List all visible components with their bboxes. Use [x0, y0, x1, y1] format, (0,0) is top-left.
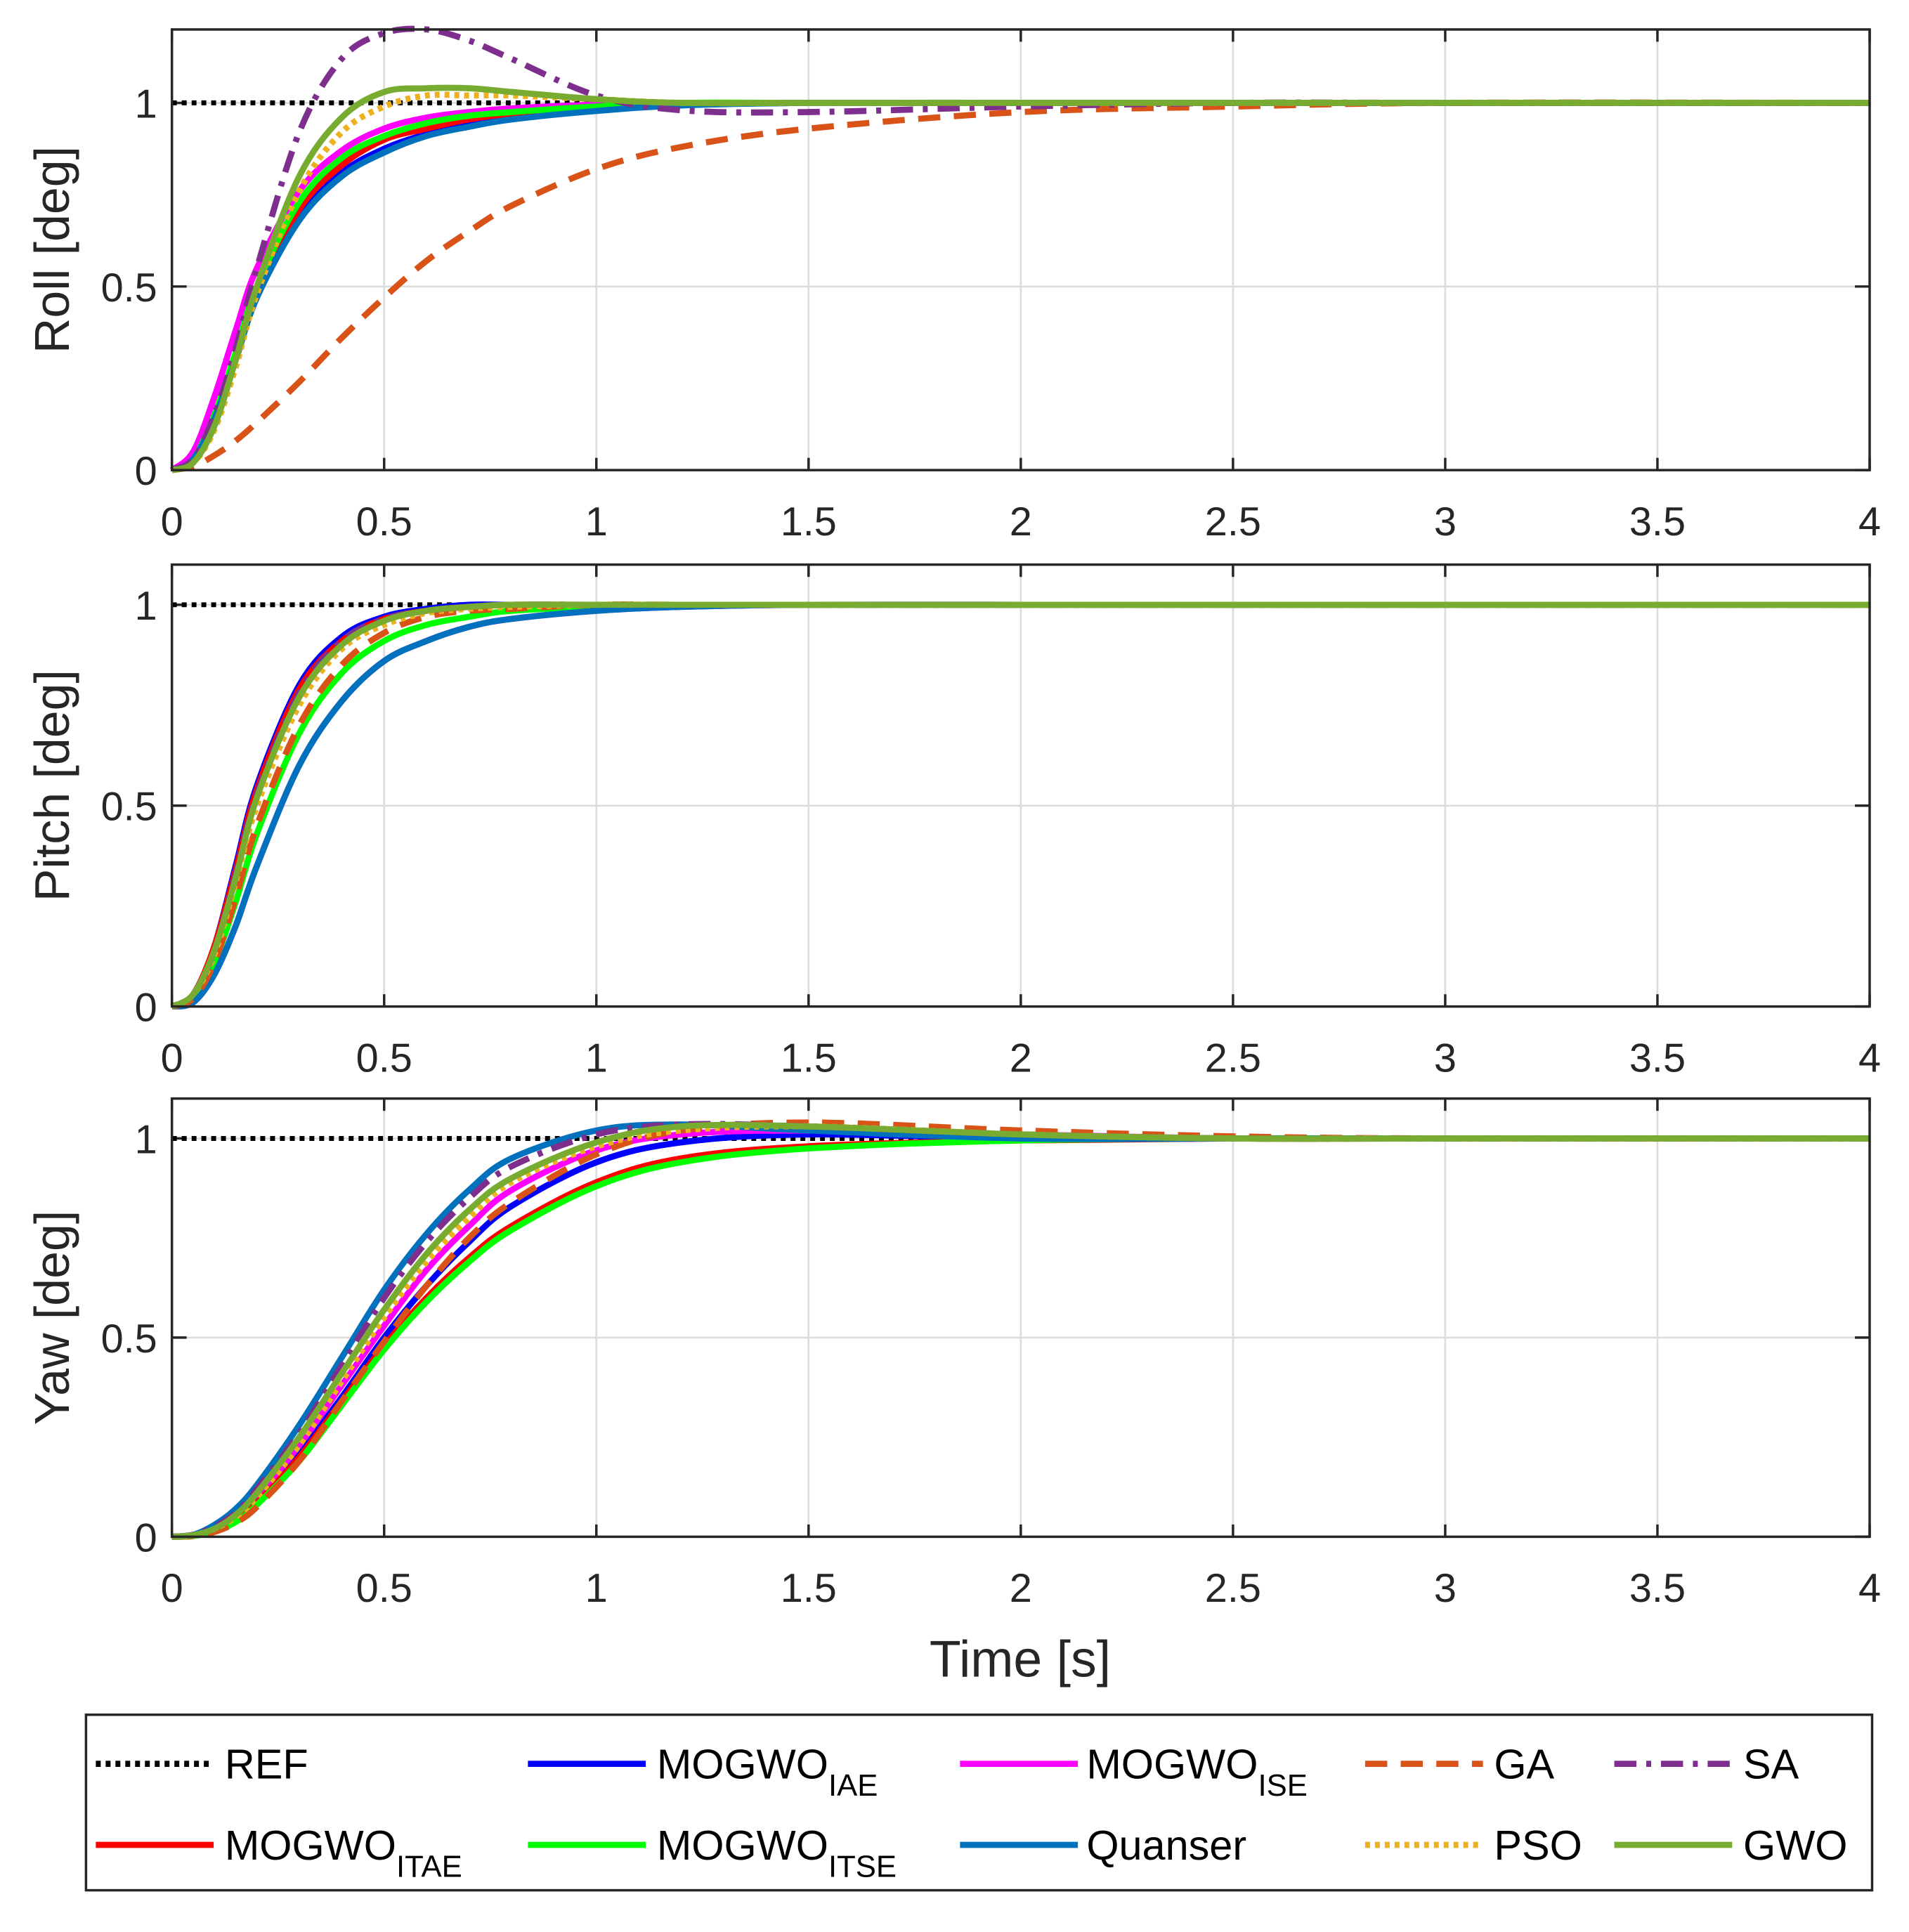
legend-item-REF: REF [96, 1741, 308, 1788]
legend-item-GWO: GWO [1614, 1822, 1847, 1869]
legend-label-main: GWO [1743, 1822, 1847, 1869]
legend-label: MOGWOITSE [657, 1822, 897, 1884]
x-tick-label: 3.5 [1629, 500, 1686, 544]
y-tick-label: 0.5 [101, 1317, 157, 1362]
x-tick-label: 2 [1010, 1566, 1032, 1611]
y-tick-label: 1 [135, 1117, 157, 1162]
x-tick-label: 0.5 [356, 1036, 412, 1081]
legend-item-GA: GA [1364, 1741, 1555, 1788]
x-tick-label: 1.5 [781, 1566, 837, 1611]
legend-label: REF [225, 1741, 308, 1788]
series-GWO-roll [171, 84, 1870, 474]
x-tick-label: 2 [1010, 1036, 1032, 1081]
axes-frame [170, 1097, 1871, 1539]
series-GWO-pitch [170, 601, 1870, 1010]
y-tick-label: 1 [135, 81, 157, 126]
legend-label-main: MOGWO [1086, 1741, 1258, 1788]
legend-label-main: SA [1743, 1741, 1799, 1788]
y-tick-label: 0.5 [101, 266, 157, 311]
y-tick-label: 0 [135, 449, 157, 494]
legend-label-main: GA [1494, 1741, 1554, 1788]
x-tick-label: 1.5 [781, 1036, 837, 1081]
x-tick-label: 4 [1858, 500, 1881, 544]
legend-label: PSO [1494, 1822, 1582, 1869]
legend-label: GA [1494, 1741, 1554, 1788]
legend-label-main: Quanser [1086, 1822, 1246, 1869]
y-tick-label: 0 [135, 1515, 157, 1560]
x-tick-label: 3.5 [1629, 1566, 1686, 1611]
x-tick-label: 0.5 [356, 1566, 412, 1611]
axes-frame [170, 563, 1871, 1008]
x-tick-label: 4 [1858, 1566, 1881, 1611]
x-tick-label: 0 [161, 1566, 183, 1611]
panel-yaw: 0 0.5 1 1.5 2 2.5 3 3.5 4 0 0.5 1 Yaw [deg] [25, 1097, 1881, 1611]
series-GWO-yaw [171, 1121, 1870, 1540]
legend-label-main: MOGWO [657, 1822, 828, 1869]
legend-label: GWO [1743, 1822, 1847, 1869]
legend-item-ITAE: MOGWOITAE [96, 1822, 462, 1884]
legend-label-main: REF [225, 1741, 308, 1788]
y-tick-label: 0.5 [101, 785, 157, 830]
x-tick-label: 3 [1434, 500, 1457, 544]
x-tick-label: 1 [585, 1036, 608, 1081]
y-axis-label-yaw: Yaw [deg] [25, 1210, 79, 1425]
legend-label: MOGWOISE [1086, 1741, 1308, 1803]
x-axis-label: Time [s] [930, 1631, 1111, 1688]
legend-label-subscript: ITSE [828, 1849, 897, 1884]
legend-item-Quanser: Quanser [960, 1822, 1246, 1869]
x-tick-label: 3 [1434, 1036, 1457, 1081]
panel-pitch: 0 0.5 1 1.5 2 2.5 3 3.5 4 0 0.5 1 Pitch [deg] [25, 563, 1881, 1081]
legend-label: MOGWOIAE [657, 1741, 878, 1803]
x-tick-label: 2 [1010, 500, 1032, 544]
panel-roll: 0 0.5 1 1.5 2 2.5 3 3.5 4 0 0.5 1 Roll [deg] [25, 25, 1881, 544]
legend-label-main: PSO [1494, 1822, 1582, 1869]
x-tick-label: 1.5 [781, 500, 837, 544]
axes-frame [170, 28, 1871, 471]
x-tick-label: 0 [161, 1036, 183, 1081]
legend-item-SA: SA [1614, 1741, 1799, 1788]
legend-box [84, 1714, 1874, 1892]
legend-label-subscript: IAE [828, 1768, 878, 1803]
legend-label-subscript: ITAE [396, 1849, 462, 1884]
legend-item-ITSE: MOGWOITSE [528, 1822, 897, 1884]
x-tick-label: 4 [1858, 1036, 1881, 1081]
x-tick-label: 2.5 [1205, 500, 1261, 544]
legend-item-ISE: MOGWOISE [960, 1741, 1308, 1803]
x-tick-label: 3 [1434, 1566, 1457, 1611]
legend-label: SA [1743, 1741, 1799, 1788]
y-axis-label-pitch: Pitch [deg] [25, 670, 79, 901]
legend-label-subscript: ISE [1258, 1768, 1307, 1803]
legend-item-PSO: PSO [1364, 1822, 1582, 1869]
x-tick-label: 1 [585, 1566, 608, 1611]
legend-label: Quanser [1086, 1822, 1246, 1869]
legend-label-main: MOGWO [225, 1822, 396, 1869]
x-tick-label: 3.5 [1629, 1036, 1686, 1081]
y-axis-label-roll: Roll [deg] [25, 146, 79, 353]
x-tick-label: 2.5 [1205, 1566, 1261, 1611]
legend-label-main: MOGWO [657, 1741, 828, 1788]
y-tick-label: 1 [135, 584, 157, 629]
x-tick-label: 0.5 [356, 500, 412, 544]
legend-label: MOGWOITAE [225, 1822, 462, 1884]
x-tick-label: 1 [585, 500, 608, 544]
legend-item-IAE: MOGWOIAE [528, 1741, 878, 1803]
y-tick-label: 0 [135, 986, 157, 1031]
x-tick-label: 2.5 [1205, 1036, 1261, 1081]
x-tick-label: 0 [161, 500, 183, 544]
